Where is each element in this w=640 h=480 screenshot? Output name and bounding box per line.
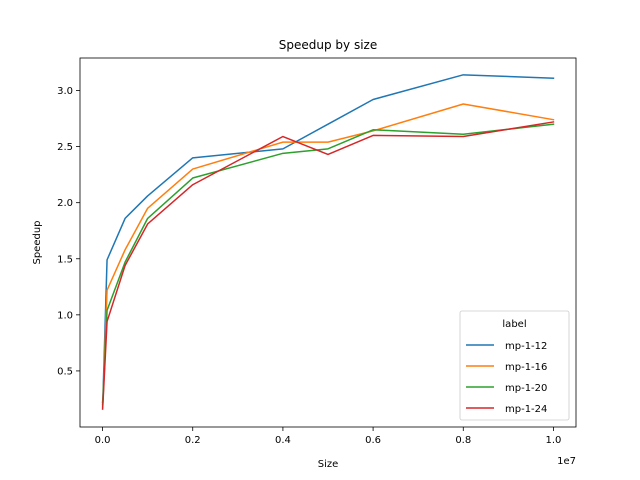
- legend: label mp-1-12 mp-1-16 mp-1-20 mp-1-24: [459, 310, 570, 421]
- y-tick-label: 1.0: [57, 310, 73, 321]
- x-tick-label: 0.2: [185, 435, 201, 446]
- y-tick-label: 2.0: [57, 198, 73, 209]
- y-tick-label: 2.5: [57, 142, 73, 153]
- chart-title: Speedup by size: [279, 38, 377, 52]
- y-tick-label: 3.0: [57, 86, 73, 97]
- x-axis-offset-label: 1e7: [557, 456, 576, 467]
- x-tick-label: 0.8: [455, 435, 471, 446]
- x-axis: 0.0 0.2 0.4 0.6 0.8 1.0: [95, 427, 562, 446]
- legend-label-mp-1-20: mp-1-20: [505, 383, 547, 394]
- x-tick-label: 0.4: [275, 435, 291, 446]
- y-axis: 0.5 1.0 1.5 2.0 2.5 3.0: [57, 86, 80, 377]
- x-axis-label: Size: [318, 459, 339, 470]
- x-tick-label: 0.0: [95, 435, 111, 446]
- y-tick-label: 0.5: [57, 366, 73, 377]
- y-tick-label: 1.5: [57, 254, 73, 265]
- series-layer: [101, 74, 555, 410]
- x-tick-label: 0.6: [365, 435, 381, 446]
- x-tick-label: 1.0: [546, 435, 562, 446]
- plot-frame: [79, 57, 577, 428]
- legend-title: label: [502, 319, 526, 330]
- series-line-mp-1-12: [101, 74, 555, 404]
- legend-box: [459, 310, 570, 421]
- legend-label-mp-1-12: mp-1-12: [505, 341, 547, 352]
- legend-label-mp-1-24: mp-1-24: [505, 404, 547, 415]
- legend-label-mp-1-16: mp-1-16: [505, 362, 547, 373]
- series-line-mp-1-24: [101, 121, 555, 410]
- y-axis-label: Speedup: [32, 220, 43, 264]
- legend-items: mp-1-12 mp-1-16 mp-1-20 mp-1-24: [466, 341, 547, 415]
